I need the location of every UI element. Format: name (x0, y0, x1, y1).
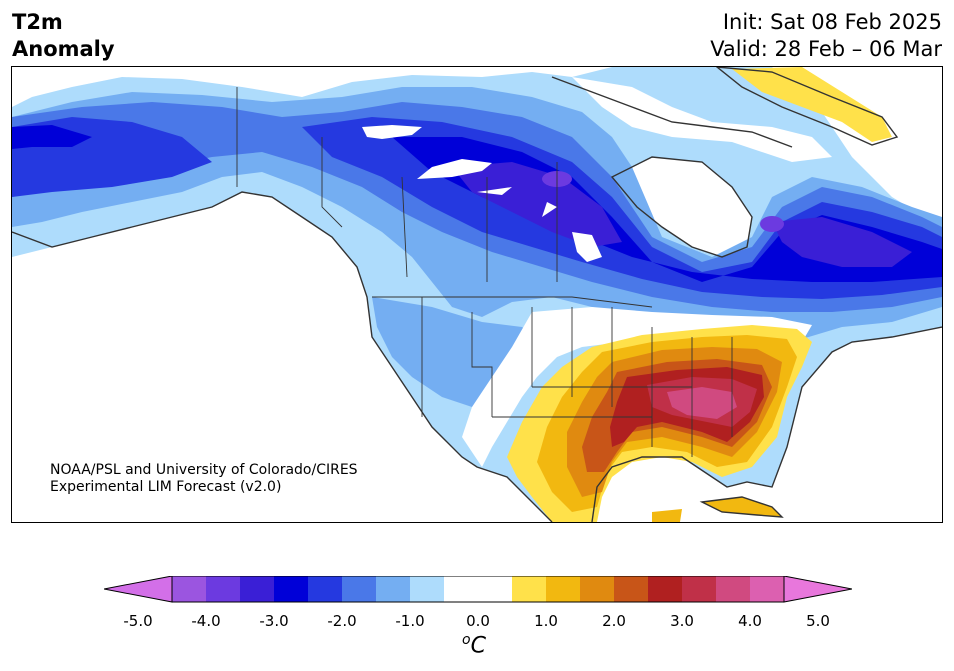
credit-line-1: NOAA/PSL and University of Colorado/CIRE… (50, 462, 358, 478)
reindeer-lake (542, 202, 557, 217)
colorbar-bin (648, 576, 682, 602)
anomaly-band-minus2.5 (12, 117, 942, 299)
colorbar-tick: 2.0 (602, 612, 626, 630)
colorbar-tick: 1.0 (534, 612, 558, 630)
degree-sup: o (462, 632, 471, 648)
political-borders (236, 87, 733, 457)
colorbar-tick: -3.0 (259, 612, 289, 630)
valid-dates: Valid: 28 Feb – 06 Mar (710, 37, 942, 61)
anomaly-neutral-zone (462, 307, 812, 467)
colorbar-bin (512, 576, 546, 602)
colorbar-bin (716, 576, 750, 602)
colorbar-tick: -4.0 (191, 612, 221, 630)
colorbar-bin (546, 576, 580, 602)
great-bear-lake (362, 125, 422, 139)
title-field: Anomaly (12, 37, 115, 61)
colorbar-bin (172, 576, 206, 602)
colorbar-high-extend (783, 576, 852, 603)
coastlines (12, 67, 942, 522)
colorbar-bin (410, 576, 444, 602)
colorbar-low-extend (104, 576, 173, 603)
colorbar-bin (240, 576, 274, 602)
anomaly-band-minus3.5 (452, 162, 912, 267)
anomaly-map: NOAA/PSL and University of Colorado/CIRE… (11, 66, 943, 523)
colorbar-tick: -1.0 (395, 612, 425, 630)
colorbar-bin (206, 576, 240, 602)
colorbar-bin (682, 576, 716, 602)
colorbar-tick: 4.0 (738, 612, 762, 630)
colorbar-bin (342, 576, 376, 602)
athabasca-lake (477, 187, 512, 195)
arctic-water (572, 77, 832, 162)
colorbar-unit: oC (462, 632, 486, 658)
init-date: Init: Sat 08 Feb 2025 (722, 10, 942, 34)
anomaly-band-plus3.5 (667, 387, 737, 419)
anomaly-core-minus4-east (760, 216, 784, 232)
colorbar-tick: -5.0 (123, 612, 153, 630)
title-variable: T2m (12, 10, 63, 34)
great-slave-lake (417, 159, 492, 179)
colorbar (104, 576, 852, 603)
colorbar-outline (171, 576, 785, 603)
colorbar-tick: 0.0 (466, 612, 490, 630)
colorbar-bin (614, 576, 648, 602)
title-right: Init: Sat 08 Feb 2025 Valid: 28 Feb – 06… (710, 9, 942, 63)
colorbar-bin (750, 576, 784, 602)
unit-letter: C (470, 633, 486, 659)
credit-text: NOAA/PSL and University of Colorado/CIRE… (50, 462, 358, 496)
colorbar-tick: -2.0 (327, 612, 357, 630)
colorbar-bin (580, 576, 614, 602)
title-left: T2m Anomaly (12, 9, 115, 63)
colorbar-tick: 5.0 (806, 612, 830, 630)
colorbar-bin (444, 576, 512, 602)
labrador-sea (812, 97, 942, 227)
lake-winnipeg (572, 232, 602, 262)
colorbar-tick: 3.0 (670, 612, 694, 630)
colorbar-bin (376, 576, 410, 602)
colorbar-bin (274, 576, 308, 602)
hudson-bay (612, 157, 752, 257)
map-svg (12, 67, 942, 522)
colorbar-bin (308, 576, 342, 602)
greenland-warm-anomaly (732, 67, 892, 142)
credit-line-2: Experimental LIM Forecast (v2.0) (50, 479, 282, 495)
mexico-south-warm (652, 509, 682, 522)
